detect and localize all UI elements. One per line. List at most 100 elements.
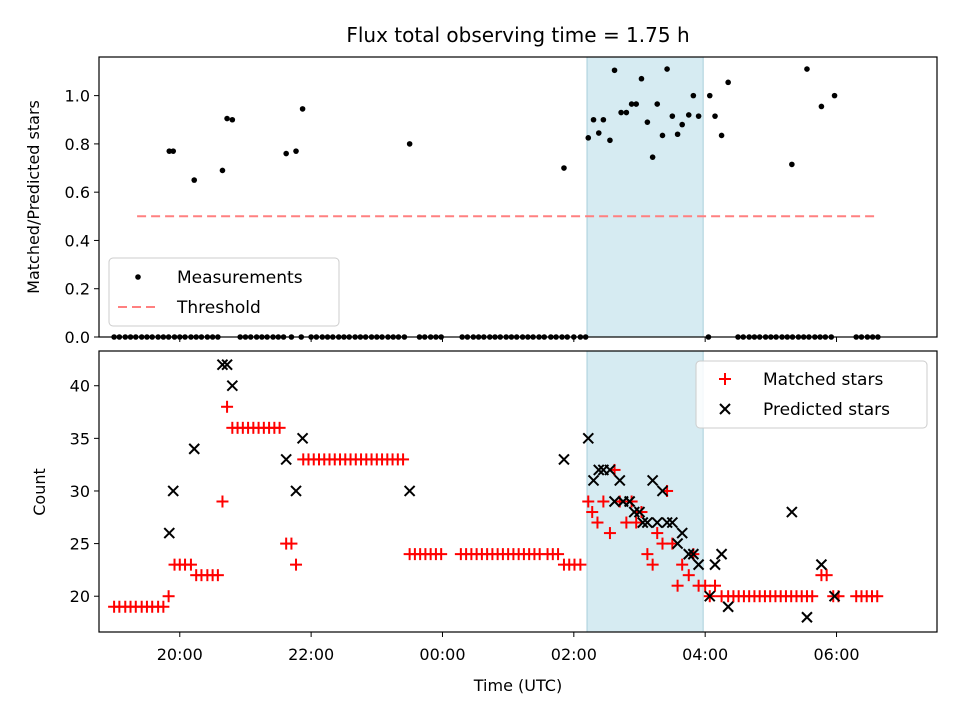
measurement-point: [590, 116, 597, 123]
matched-star-marker: [290, 558, 303, 571]
legend-predicted-label: Predicted stars: [763, 400, 890, 420]
predicted-star-marker: [651, 516, 663, 529]
measurement-point: [595, 130, 602, 136]
predicted-star-marker: [608, 495, 621, 508]
bottom-plot: 20 25 30 35 40 20:00 22:00 00:00 02:00 04:00 06:0…: [30, 350, 938, 695]
matched-star-marker: [651, 527, 664, 540]
predicted-star-marker: [221, 358, 233, 371]
measurement-point: [644, 119, 651, 125]
predicted-star-marker: [715, 548, 728, 560]
measurement-point: [789, 161, 795, 168]
predicted-star-marker: [828, 590, 841, 602]
top-shaded-span: [586, 56, 704, 338]
bottom-shaded-span: [586, 350, 704, 633]
bottom-x-tick-label: 20:00: [157, 645, 203, 664]
top-y-axis-label: Matched/Predicted stars: [24, 100, 43, 294]
bottom-x-tick-label: 04:00: [682, 645, 728, 664]
matched-star-marker: [641, 548, 654, 561]
matched-star-marker: [552, 548, 565, 561]
predicted-star-marker: [709, 558, 721, 571]
matched-star-marker: [216, 495, 229, 508]
measurement-point: [219, 167, 226, 174]
matched-star-marker: [586, 506, 599, 519]
measurement-point: [170, 148, 177, 154]
bottom-x-tick-label: 22:00: [288, 645, 334, 664]
bottom-legend: Matched stars Predicted stars: [695, 360, 928, 429]
top-measurement-points: [166, 66, 838, 183]
matched-star-marker: [603, 527, 616, 540]
predicted-star-marker: [692, 558, 705, 571]
bottom-y-tick-label: 35: [70, 429, 90, 448]
measurement-point: [804, 66, 810, 72]
predicted-star-marker: [280, 453, 292, 466]
top-legend: Measurements Threshold: [108, 257, 340, 327]
legend-threshold-label: Threshold: [176, 298, 261, 318]
measurement-point: [818, 103, 825, 110]
measurement-point: [679, 121, 685, 128]
top-y-tick-label: 0.6: [65, 183, 90, 202]
matched-star-marker: [582, 495, 595, 508]
measurement-point: [831, 92, 838, 99]
bottom-axes-frame: [98, 350, 938, 633]
measurement-point: [685, 112, 692, 118]
predicted-star-marker: [641, 516, 654, 529]
chart-title: Flux total observing time = 1.75 h: [346, 23, 689, 47]
bottom-x-tick-label: 02:00: [551, 645, 597, 664]
predicted-star-marker: [633, 506, 646, 518]
top-y-tick-label: 0.0: [65, 328, 90, 347]
matched-star-marker: [162, 590, 175, 603]
matched-star-marker: [646, 558, 659, 571]
legend-matched-marker: [719, 373, 731, 385]
x-axis-label: Time (UTC): [473, 676, 562, 695]
measurement-point: [654, 101, 661, 107]
matched-star-marker: [221, 400, 234, 413]
matched-star-marker: [671, 579, 684, 592]
matched-star-marker: [285, 537, 298, 550]
measurement-point: [664, 66, 670, 72]
bottom-x-ticks: 20:00 22:00 00:00 02:00 04:00 06:00: [157, 632, 860, 664]
bottom-x-tick-label: 00:00: [419, 645, 465, 664]
predicted-star-marker: [604, 464, 616, 476]
predicted-star-marker: [216, 358, 229, 371]
predicted-star-marker: [656, 485, 669, 497]
top-y-tick-label: 0.2: [65, 280, 90, 299]
predicted-star-marker: [558, 453, 570, 466]
measurement-point: [695, 113, 702, 119]
measurement-point: [224, 115, 230, 122]
bottom-y-tick-label: 20: [70, 587, 90, 606]
matched-star-marker: [574, 558, 587, 571]
top-axes-frame: [98, 56, 938, 338]
measurement-point: [611, 67, 618, 74]
bottom-y-axis-label: Count: [30, 468, 49, 516]
measurement-point: [638, 75, 645, 82]
bottom-y-tick-label: 30: [70, 482, 90, 501]
predicted-star-marker: [593, 464, 605, 476]
measurement-point: [649, 154, 656, 160]
matched-star-marker: [435, 548, 448, 561]
measurement-point: [623, 109, 630, 116]
predicted-star-marker: [637, 516, 649, 529]
predicted-stars-points: [163, 358, 841, 623]
top-y-tick-label: 1.0: [65, 87, 90, 106]
measurement-point: [628, 101, 635, 107]
matched-star-marker: [597, 495, 610, 508]
bottom-x-tick-label: 06:00: [813, 645, 859, 664]
top-plot: Flux total observing time = 1.75 h 0.0 0.…: [24, 23, 938, 347]
predicted-star-marker: [614, 474, 626, 487]
matched-star-marker: [806, 590, 819, 603]
bottom-y-tick-label: 25: [70, 535, 90, 554]
predicted-star-marker: [403, 485, 416, 497]
measurement-point: [607, 137, 613, 144]
matched-star-marker: [676, 558, 689, 571]
matched-star-marker: [625, 495, 638, 508]
bottom-y-tick-label: 40: [70, 377, 90, 396]
measurement-point: [618, 109, 624, 116]
matched-star-marker: [157, 600, 170, 613]
measurement-point: [659, 132, 666, 139]
predicted-star-marker: [666, 516, 679, 529]
legend-predicted-marker: [719, 403, 731, 415]
predicted-star-marker: [786, 506, 798, 518]
measurement-point: [406, 141, 413, 147]
predicted-star-marker: [296, 432, 309, 445]
